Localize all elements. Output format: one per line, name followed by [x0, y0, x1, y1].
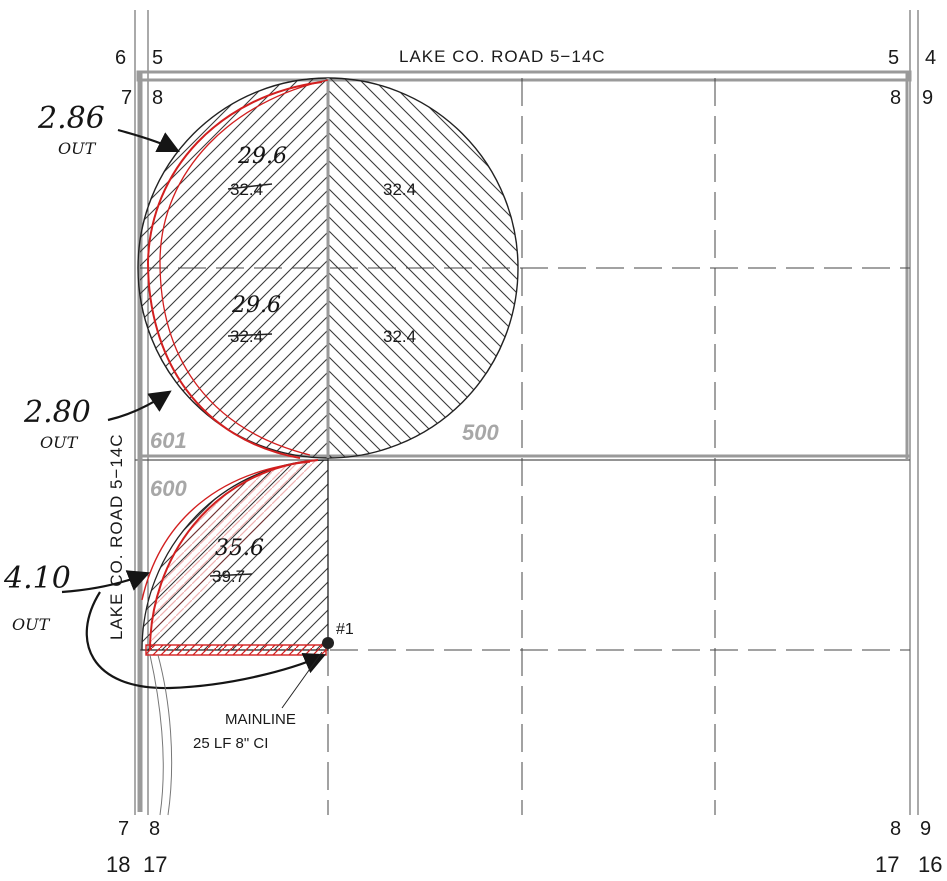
pivot-field-north	[137, 77, 519, 459]
section-number: 9	[922, 87, 933, 109]
note-value: 2.80	[23, 395, 91, 430]
annotation-arrows	[61, 128, 327, 690]
acreage-original: 32.4	[230, 180, 263, 199]
arrow-note3	[61, 570, 151, 594]
note-value: 4.10	[3, 561, 71, 596]
arrow-note3-mainline	[85, 591, 327, 690]
section-number: 17	[875, 852, 899, 877]
field-id: 601	[150, 428, 187, 453]
acreage-revised: 29.6	[237, 144, 287, 169]
arrow-note2	[107, 390, 172, 422]
note-out: OUT	[40, 433, 79, 452]
section-number: 5	[152, 47, 163, 69]
section-number: 9	[920, 818, 931, 840]
arrow-note1	[117, 128, 180, 152]
note-value: 2.86	[37, 101, 105, 136]
road-label-top: LAKE CO. ROAD 5−14C	[399, 47, 606, 66]
acreage-revised: 29.6	[231, 293, 281, 318]
section-number: 8	[149, 818, 160, 840]
section-number: 4	[925, 47, 936, 69]
mainline-spec: 25 LF 8" CI	[193, 735, 268, 752]
section-number: 17	[143, 852, 167, 877]
acreage-labels: 29.6 32.4 32.4 29.6 32.4 32.4 35.6 39.7	[209, 144, 416, 586]
field-id: 600	[150, 476, 187, 501]
road-label-left: LAKE CO. ROAD 5−14C	[107, 433, 126, 640]
road-grid	[136, 70, 912, 812]
section-number: 6	[115, 47, 126, 69]
well-id: #1	[336, 621, 354, 638]
acreage-original: 39.7	[212, 567, 245, 586]
road-top	[136, 70, 912, 82]
note-out: OUT	[12, 615, 51, 634]
field-id: 500	[462, 420, 499, 445]
section-number: 5	[888, 47, 899, 69]
section-number: 7	[121, 87, 132, 109]
section-number: 18	[106, 852, 130, 877]
acreage-original: 32.4	[230, 327, 263, 346]
acreage-revised: 35.6	[215, 536, 264, 561]
section-number: 8	[152, 87, 163, 109]
note-out: OUT	[58, 139, 97, 158]
section-number-labels: 6 5 5 4 7 8 8 9 7 8 8 9 18 17 17 16	[106, 47, 942, 877]
section-number: 16	[918, 852, 942, 877]
section-number: 8	[890, 87, 901, 109]
acreage-label: 32.4	[383, 327, 416, 346]
drain-line	[149, 654, 173, 816]
red-markup	[141, 79, 329, 656]
acreage-label: 32.4	[383, 180, 416, 199]
well-marker	[281, 637, 334, 709]
section-number: 8	[890, 818, 901, 840]
mainline-label: MAINLINE	[225, 711, 296, 728]
section-number: 7	[118, 818, 129, 840]
handwritten-notes: 2.86 OUT 2.80 OUT 4.10 OUT	[3, 101, 105, 634]
